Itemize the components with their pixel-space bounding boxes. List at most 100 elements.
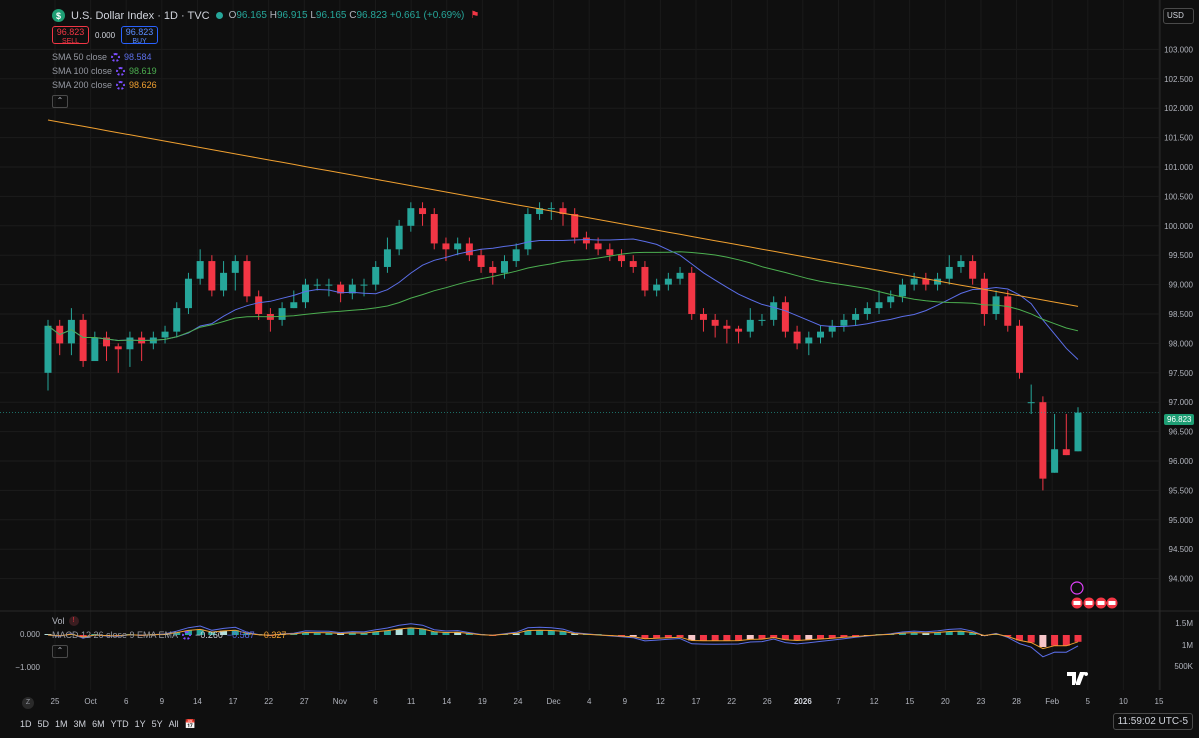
error-icon[interactable]: ! [68, 616, 79, 626]
macd-histogram-bar [676, 635, 684, 638]
price-axis-label: 95.000 [1169, 516, 1194, 525]
currency-selector[interactable]: USD [1163, 8, 1194, 24]
candle-body [1062, 449, 1070, 456]
range-ytd[interactable]: YTD [110, 719, 129, 729]
range-5d[interactable]: 5D [37, 719, 50, 729]
sma100-line [47, 251, 1079, 342]
candle-body [594, 243, 602, 250]
macd-histogram-bar [735, 635, 743, 641]
time-axis-label: 12 [870, 697, 879, 706]
time-axis-label: 9 [623, 697, 628, 706]
indicator-sma100[interactable]: SMA 100 close 98.619 [52, 66, 157, 76]
range-5y[interactable]: 5Y [151, 719, 163, 729]
settings-icon[interactable] [116, 80, 126, 90]
price-axis-label: 102.000 [1164, 104, 1193, 113]
candle-body [512, 249, 520, 262]
zoom-icon[interactable]: Z [22, 697, 34, 709]
candle-body [1051, 449, 1059, 473]
macd-histogram-bar [957, 631, 965, 635]
candle-body [395, 225, 403, 250]
macd-histogram-bar [1004, 635, 1012, 637]
time-axis-label: 22 [727, 697, 736, 706]
indicator-sma50[interactable]: SMA 50 close 98.584 [52, 52, 152, 62]
macd-histogram-bar [699, 635, 707, 641]
collapse-legend-button[interactable]: ⌃ [52, 95, 68, 108]
range-3m[interactable]: 3M [73, 719, 87, 729]
price-axis-label: 96.000 [1169, 457, 1194, 466]
date-range-icon[interactable]: 📅 [184, 718, 196, 729]
candle-body [1039, 402, 1047, 479]
candle-body [442, 243, 450, 250]
sma50-line [47, 238, 1079, 360]
sma200-line [47, 119, 1079, 307]
clock[interactable]: 11:59:02 UTC-5 [1112, 713, 1193, 730]
candle-body [547, 208, 555, 210]
price-axis-label: 96.500 [1169, 428, 1194, 437]
collapse-macd-button[interactable]: ⌃ [52, 645, 68, 658]
macd-histogram-bar [79, 635, 87, 637]
tradingview-logo [1067, 672, 1089, 685]
sell-button[interactable]: 96.823 SELL [52, 26, 89, 45]
candle-body [419, 208, 427, 215]
range-1m[interactable]: 1M [55, 719, 68, 729]
settings-icon[interactable] [116, 66, 126, 76]
candle-body [196, 261, 204, 279]
candle-body [1004, 296, 1012, 326]
candle-body [852, 314, 860, 320]
candle-body [489, 266, 497, 273]
macd-histogram-bar [641, 635, 649, 639]
candle-body [184, 278, 192, 309]
candle-body [863, 308, 871, 314]
candle-body [278, 308, 286, 320]
volume-axis-label: 500K [1174, 662, 1193, 671]
time-axis-label: 19 [478, 697, 487, 706]
candle-body [208, 261, 216, 291]
range-1y[interactable]: 1Y [134, 719, 146, 729]
macd-histogram-bar [407, 627, 415, 635]
settings-icon[interactable] [111, 52, 121, 62]
time-axis-label: 28 [1012, 697, 1021, 706]
price-axis-label: 94.500 [1169, 545, 1194, 554]
macd-axis-label: 0.000 [20, 630, 41, 639]
candle-body [875, 302, 883, 309]
settings-icon[interactable] [182, 630, 192, 640]
buy-button[interactable]: 96.823 BUY [121, 26, 159, 45]
macd-histogram-bar [711, 635, 719, 641]
macd-histogram-bar [723, 635, 731, 641]
ohlc-values: O96.165 H96.915 L96.165 C96.823 +0.661 (… [228, 10, 465, 21]
macd-histogram-bar [618, 635, 626, 637]
candle-body [430, 214, 438, 244]
range-6m[interactable]: 6M [92, 719, 105, 729]
candle-body [231, 261, 239, 273]
candle-body [1015, 325, 1023, 373]
range-all[interactable]: All [168, 719, 179, 729]
time-axis-label: Oct [84, 697, 97, 706]
candle-body [255, 296, 263, 314]
macd-histogram-bar [512, 633, 520, 635]
calendar-event-icon [1073, 601, 1081, 605]
macd-histogram-bar [817, 635, 824, 640]
price-axis-label: 103.000 [1164, 45, 1193, 54]
macd-histogram-bar [1051, 635, 1059, 646]
candle-body [126, 337, 134, 350]
dollar-icon: $ [52, 9, 65, 22]
macd-histogram-bar [372, 631, 380, 635]
current-price-tag: 96.823 [1164, 414, 1195, 425]
macd-histogram-bar [302, 632, 309, 635]
candle-body [699, 314, 707, 320]
range-1d[interactable]: 1D [20, 719, 32, 729]
candle-body [500, 261, 508, 273]
indicator-sma200[interactable]: SMA 200 close 98.626 [52, 80, 157, 90]
macd-histogram-bar [348, 632, 356, 635]
macd-histogram-bar [325, 632, 333, 635]
macd-histogram-bar [852, 635, 860, 637]
flag-icon[interactable]: ⚑ [470, 10, 480, 21]
candle-body [313, 284, 321, 286]
candle-body [465, 243, 473, 256]
price-axis-label: 98.500 [1169, 310, 1194, 319]
time-axis-label: 10 [1119, 697, 1128, 706]
candle-body [723, 325, 731, 329]
time-axis-label: 5 [1086, 697, 1091, 706]
chart-title[interactable]: U.S. Dollar Index · 1D · TVC [71, 9, 210, 22]
